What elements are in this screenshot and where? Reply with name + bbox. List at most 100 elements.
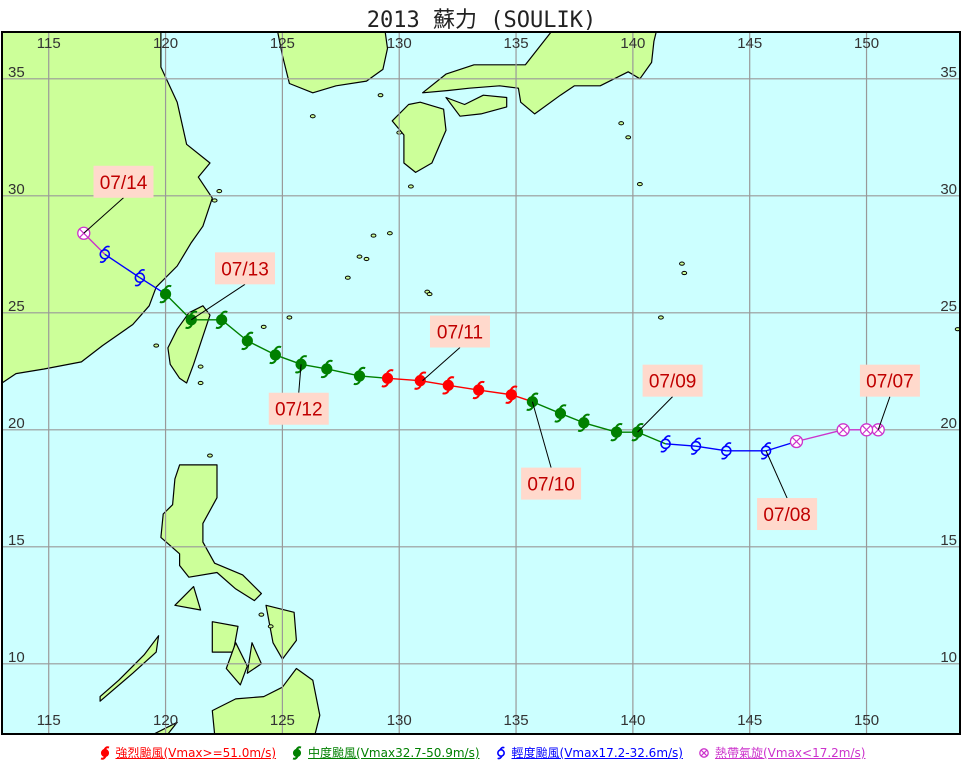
date-leader-line (422, 347, 461, 382)
track-point-depression-icon (789, 434, 804, 449)
lon-tick-label-top: 135 (504, 35, 529, 52)
lat-tick-label-left: 20 (8, 415, 25, 432)
lon-tick-label-bottom: 135 (504, 712, 529, 729)
tick-label-layer: 115 115 120 120 125 125 130 130 135 135 140 140 145 1… (8, 35, 957, 729)
date-label: 07/13 (221, 259, 269, 280)
land-mass (99, 635, 160, 702)
track-point-mild-icon (99, 245, 111, 263)
track-point-moderate-icon (320, 359, 333, 379)
lat-tick-label-right: 10 (940, 649, 957, 666)
track-point-mild-icon (760, 442, 772, 460)
land-mass (445, 94, 508, 117)
land-mass (277, 32, 389, 94)
land-mass (160, 464, 262, 602)
track-point-moderate-icon (241, 331, 254, 351)
island (954, 327, 960, 332)
lon-tick-label-top: 120 (153, 35, 178, 52)
island (309, 114, 316, 119)
island (258, 612, 265, 617)
island (197, 380, 204, 386)
island (408, 184, 414, 189)
lon-tick-label-bottom: 125 (270, 712, 295, 729)
island (658, 315, 664, 320)
lat-tick-label-left: 25 (8, 298, 25, 315)
island (286, 315, 293, 320)
legend-label-moderate: 中度颱風(Vmax32.7-50.9m/s) (308, 746, 480, 760)
track-segment (796, 429, 844, 443)
track-point-moderate-icon (577, 413, 590, 432)
date-label-box (859, 364, 920, 397)
lon-tick-label-bottom: 145 (737, 712, 762, 729)
legend: 強烈颱風(Vmax>=51.0m/s) 中度颱風(Vmax32.7-50.9m/… (0, 736, 963, 769)
island (153, 343, 160, 348)
date-label: 07/09 (649, 372, 697, 393)
track-layer (77, 226, 885, 460)
lon-tick-label-top: 140 (620, 35, 645, 52)
date-label: 07/14 (100, 173, 148, 194)
land-mass (265, 604, 297, 660)
legend-item-strong: 強烈颱風(Vmax>=51.0m/s) (98, 744, 277, 761)
map-frame (1, 31, 961, 735)
island (260, 324, 267, 329)
island (356, 254, 363, 259)
track-segment (165, 293, 192, 321)
island (197, 364, 204, 369)
track-point-strong-icon (505, 385, 518, 404)
track-point-mild-icon (660, 435, 671, 453)
date-leader-line (190, 283, 246, 321)
lat-tick-label-right: 20 (940, 415, 957, 432)
legend-label-depression: 熱帶氣旋(Vmax<17.2m/s) (715, 746, 866, 760)
legend-label-strong: 強烈颱風(Vmax>=51.0m/s) (115, 746, 277, 760)
lat-tick-label-right: 35 (940, 64, 957, 81)
typhoon-track-map: 115 115 120 120 125 125 130 130 135 135 140 140 145 1… (1, 31, 961, 735)
legend-item-mild: 輕度颱風(Vmax17.2-32.6m/s) (494, 744, 683, 761)
lon-tick-label-bottom: 115 (37, 712, 61, 729)
date-label-box (215, 252, 276, 285)
island (363, 256, 370, 262)
track-point-mild-icon (690, 437, 702, 455)
island (625, 135, 632, 140)
date-label-layer: 07/07 07/08 07/09 07/10 07/11 07/12 07/13 07/14 (83, 165, 920, 531)
lat-tick-label-left: 10 (8, 649, 25, 666)
track-point-depression-icon (859, 423, 874, 437)
date-label: 07/11 (437, 323, 483, 344)
island (636, 182, 643, 187)
track-point-strong-icon (442, 376, 455, 395)
track-point-depression-icon (836, 423, 850, 437)
land-mass (174, 585, 202, 611)
lat-tick-label-left: 30 (8, 181, 25, 198)
date-leader-line (298, 364, 302, 393)
island (679, 261, 685, 266)
lat-tick-label-right: 25 (940, 298, 957, 315)
date-label-box (521, 467, 582, 500)
island (267, 624, 274, 629)
date-leader-line (877, 396, 891, 430)
island (344, 275, 351, 280)
legend-label-mild: 輕度颱風(Vmax17.2-32.6m/s) (511, 746, 683, 760)
date-leader-line (765, 450, 788, 499)
lon-tick-label-bottom: 140 (620, 712, 645, 729)
legend-marker-depression-icon (699, 747, 709, 758)
track-point-moderate-icon (353, 366, 366, 386)
date-label: 07/10 (527, 475, 575, 496)
lon-tick-label-top: 130 (387, 35, 412, 52)
track-point-strong-icon (472, 380, 485, 400)
date-label: 07/08 (763, 505, 811, 526)
track-point-moderate-icon (610, 422, 623, 442)
date-label-box (93, 165, 154, 198)
map-title: 2013 蘇力 (SOULIK) (366, 8, 597, 33)
track-point-moderate-icon (269, 345, 282, 365)
lat-tick-label-left: 35 (8, 64, 25, 81)
track-point-moderate-icon (159, 284, 172, 304)
lon-tick-label-bottom: 130 (387, 712, 412, 729)
lon-tick-label-bottom: 120 (153, 712, 178, 729)
lon-tick-label-top: 145 (737, 35, 762, 52)
track-point-strong-icon (381, 369, 394, 388)
land-mass (391, 101, 447, 173)
track-point-mild-icon (134, 269, 146, 287)
track-point-strong-icon (414, 371, 427, 390)
land-mass (246, 642, 262, 674)
lat-tick-label-right: 15 (940, 532, 957, 549)
island (211, 198, 218, 203)
date-label-box (268, 392, 329, 425)
